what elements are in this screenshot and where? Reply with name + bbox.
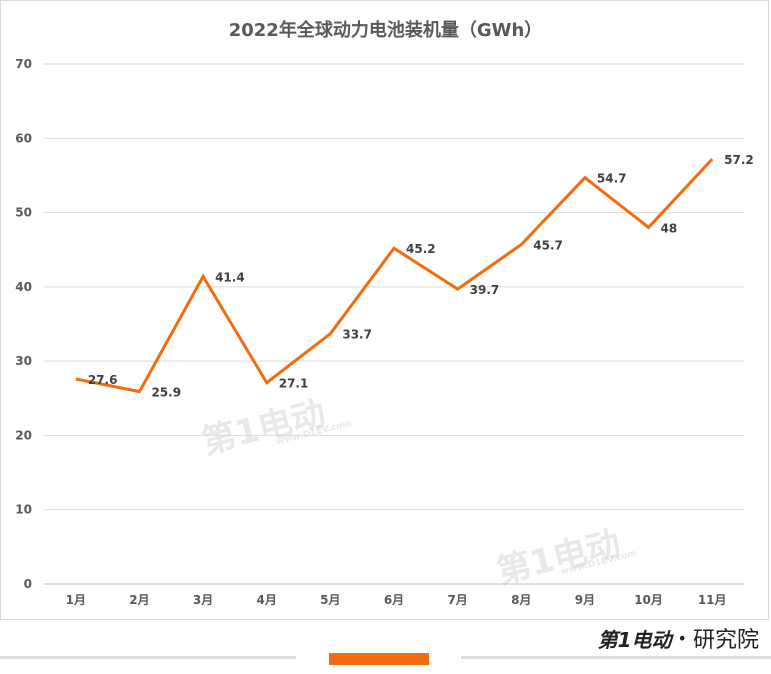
data-label: 25.9: [151, 386, 181, 400]
data-label: 45.7: [533, 239, 563, 253]
data-label: 48: [661, 221, 678, 235]
y-tick-label: 70: [15, 57, 32, 71]
x-tick-label: 1月: [66, 593, 86, 607]
y-tick-label: 10: [15, 503, 32, 517]
x-tick-label: 3月: [193, 593, 213, 607]
data-label: 39.7: [470, 283, 500, 297]
data-label: 41.4: [215, 270, 245, 284]
y-tick-label: 50: [15, 206, 32, 220]
footer-divider-right: [461, 656, 771, 659]
x-tick-label: 2月: [129, 593, 149, 607]
x-tick-label: 8月: [511, 593, 531, 607]
data-label: 45.2: [406, 242, 436, 256]
series-line: [75, 158, 714, 394]
x-tick-label: 9月: [575, 593, 595, 607]
line-chart: 0 10 20 30 40 50 60 70 1月 2月 3月 4月 5月 6月 7月 8月 9月 10月 11月 2…: [15, 57, 754, 607]
x-tick-label: 10月: [634, 593, 663, 607]
chart-title: 2022年全球动力电池装机量（GWh）: [228, 20, 543, 41]
brand-separator: •: [677, 628, 687, 648]
data-label: 27.6: [88, 373, 118, 387]
y-tick-label: 40: [15, 280, 32, 294]
y-tick-label: 60: [15, 131, 32, 145]
x-tick-label: 5月: [320, 593, 340, 607]
x-tick-label: 11月: [698, 593, 727, 607]
footer-brand: 第1电动 • 研究院: [598, 622, 759, 654]
chart-frame: [0, 0, 769, 620]
brand-suffix: 研究院: [692, 628, 759, 653]
footer-divider-left: [0, 656, 296, 659]
data-label: 57.2: [724, 153, 754, 167]
x-tick-label: 7月: [447, 593, 467, 607]
x-tick-label: 6月: [384, 593, 404, 607]
data-label: 54.7: [597, 172, 627, 186]
brand-logo: 第1电动: [597, 627, 672, 652]
y-tick-label: 0: [24, 577, 32, 591]
data-label: 33.7: [342, 328, 372, 342]
y-tick-label: 20: [15, 428, 32, 442]
footer-accent-bar: [329, 653, 429, 665]
y-tick-label: 30: [15, 354, 32, 368]
data-label: 27.1: [279, 377, 309, 391]
x-tick-label: 4月: [257, 593, 277, 607]
